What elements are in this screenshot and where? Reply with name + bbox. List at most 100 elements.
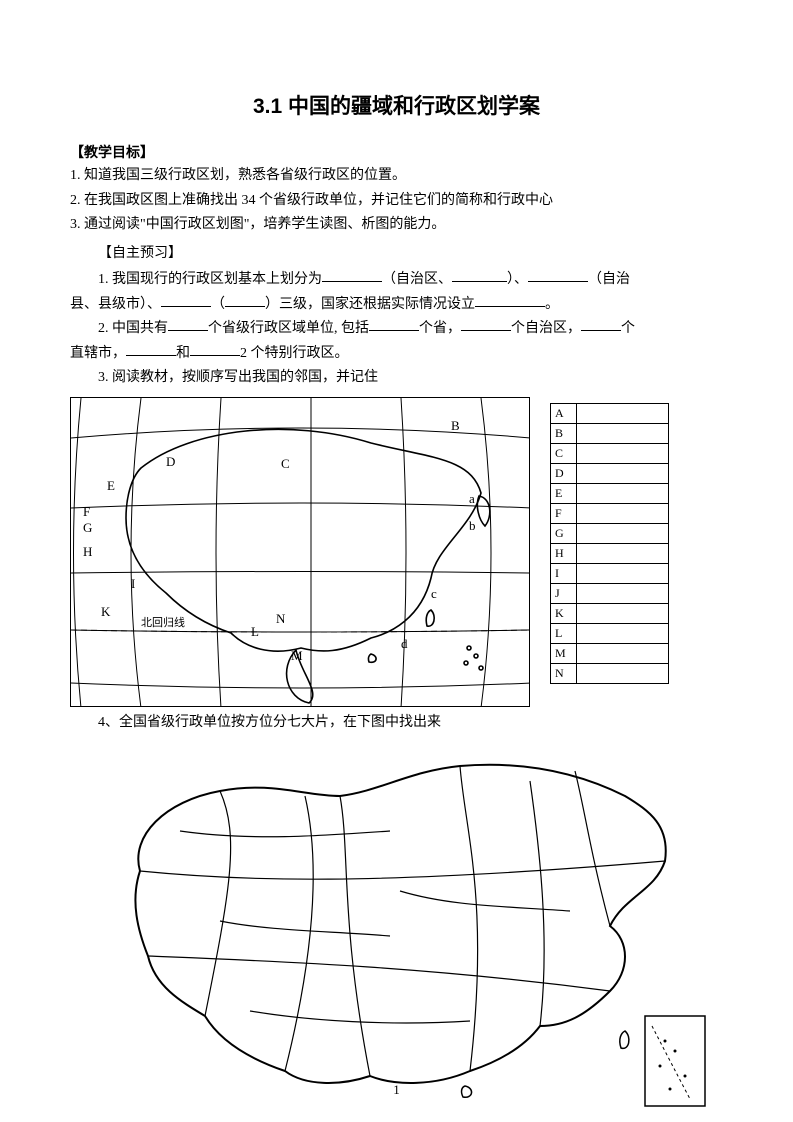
page-number: 1 — [0, 1082, 793, 1098]
table-row: F — [551, 503, 669, 523]
table-row: D — [551, 463, 669, 483]
q2-line2b: 和 — [176, 346, 190, 361]
row-label: L — [551, 623, 577, 643]
goal-2: 2. 在我国政区图上准确找出 34 个省级行政单位，并记住它们的简称和行政中心 — [70, 189, 723, 214]
neighbors-table: ABCDEFGHIJKLMN — [550, 403, 669, 684]
map-label-G: G — [83, 520, 92, 535]
row-label: N — [551, 663, 577, 683]
q2-line2c: 2 个特别行政区。 — [240, 346, 349, 361]
q1-line2a: 县、县级市）、 — [70, 297, 161, 312]
q2-a: 个省级行政区域单位, 包括 — [208, 321, 369, 336]
row-label: J — [551, 583, 577, 603]
map-label-d: d — [401, 636, 408, 651]
blank[interactable] — [225, 293, 265, 307]
row-answer[interactable] — [577, 503, 669, 523]
table-row: A — [551, 403, 669, 423]
map-label-a: a — [469, 491, 475, 506]
section-goal-header: 【教学目标】 — [70, 142, 723, 162]
q4: 4、全国省级行政单位按方位分七大片，在下图中找出来 — [70, 711, 723, 736]
map-label-K: K — [101, 604, 111, 619]
row-label: K — [551, 603, 577, 623]
blank[interactable] — [322, 268, 382, 282]
neighbors-table-body: ABCDEFGHIJKLMN — [551, 403, 669, 683]
goal-3: 3. 通过阅读"中国行政区划图"，培养学生读图、析图的能力。 — [70, 213, 723, 238]
row-label: A — [551, 403, 577, 423]
map-label-H: H — [83, 544, 92, 559]
row-answer[interactable] — [577, 523, 669, 543]
goal-1: 1. 知道我国三级行政区划，熟悉各省级行政区的位置。 — [70, 164, 723, 189]
q2-c: 个自治区， — [511, 321, 581, 336]
row-answer[interactable] — [577, 643, 669, 663]
row-answer[interactable] — [577, 483, 669, 503]
map-label-L: L — [251, 624, 259, 639]
table-row: J — [551, 583, 669, 603]
table-row: N — [551, 663, 669, 683]
page-title: 3.1 中国的疆域和行政区划学案 — [70, 90, 723, 120]
row-answer[interactable] — [577, 583, 669, 603]
blank[interactable] — [190, 342, 240, 356]
map-neighbors: B C D E F G H I K L M N a b c d 北回归线 — [70, 397, 530, 707]
map-label-c: c — [431, 586, 437, 601]
row-answer[interactable] — [577, 543, 669, 563]
q1-paren1-open: （自治区、 — [382, 272, 452, 287]
blank[interactable] — [126, 342, 176, 356]
q1-paren1-close: ）、 — [507, 272, 528, 287]
row-label: F — [551, 503, 577, 523]
q2-line2: 直辖市，和2 个特别行政区。 — [70, 342, 723, 367]
table-row: B — [551, 423, 669, 443]
table-row: G — [551, 523, 669, 543]
blank[interactable] — [528, 268, 588, 282]
map-label-D: D — [166, 454, 175, 469]
row-answer[interactable] — [577, 403, 669, 423]
row-answer[interactable] — [577, 563, 669, 583]
map-label-C: C — [281, 456, 290, 471]
blank[interactable] — [461, 317, 511, 331]
row-answer[interactable] — [577, 443, 669, 463]
row-label: G — [551, 523, 577, 543]
q1-paren3-open: （ — [211, 297, 225, 312]
row-label: B — [551, 423, 577, 443]
map-label-M: M — [291, 648, 303, 663]
row-answer[interactable] — [577, 603, 669, 623]
q1-lead: 1. 我国现行的行政区划基本上划分为 — [98, 272, 322, 287]
q1-paren2: （自治 — [588, 272, 630, 287]
row-label: C — [551, 443, 577, 463]
row-label: H — [551, 543, 577, 563]
table-row: H — [551, 543, 669, 563]
q2-b: 个省， — [419, 321, 461, 336]
q2-line1: 2. 中国共有 个省级行政区域单位, 包括 个省， 个自治区， 个 — [70, 317, 723, 342]
map-neighbors-svg: B C D E F G H I K L M N a b c d 北回归线 — [71, 398, 530, 707]
table-row: K — [551, 603, 669, 623]
blank[interactable] — [161, 293, 211, 307]
blank[interactable] — [369, 317, 419, 331]
row-answer[interactable] — [577, 663, 669, 683]
table-row: L — [551, 623, 669, 643]
q1-line1: 1. 我国现行的行政区划基本上划分为 （自治区、 ）、 （自治 — [70, 268, 723, 293]
row-label: E — [551, 483, 577, 503]
map-provinces — [70, 741, 710, 1111]
map-label-F: F — [83, 504, 90, 519]
q2-lead: 2. 中国共有 — [98, 321, 168, 336]
row-answer[interactable] — [577, 463, 669, 483]
blank[interactable] — [168, 317, 208, 331]
map-label-E: E — [107, 478, 115, 493]
map-label-b: b — [469, 518, 476, 533]
map-label-N: N — [276, 611, 286, 626]
q2-d: 个 — [621, 321, 635, 336]
table-row: I — [551, 563, 669, 583]
map1-row: B C D E F G H I K L M N a b c d 北回归线 ABC… — [70, 397, 723, 707]
q1-paren3-close: ）三级，国家还根据实际情况设立 — [265, 297, 475, 312]
section-preview-header: 【自主预习】 — [70, 242, 723, 267]
row-answer[interactable] — [577, 423, 669, 443]
row-label: D — [551, 463, 577, 483]
row-answer[interactable] — [577, 623, 669, 643]
table-row: E — [551, 483, 669, 503]
q3: 3. 阅读教材，按顺序写出我国的邻国，并记住 — [70, 366, 723, 391]
row-label: M — [551, 643, 577, 663]
blank[interactable] — [475, 293, 545, 307]
map-label-B: B — [451, 418, 460, 433]
blank[interactable] — [452, 268, 507, 282]
map-provinces-svg — [70, 741, 710, 1111]
q1-tail: 。 — [545, 297, 559, 312]
blank[interactable] — [581, 317, 621, 331]
